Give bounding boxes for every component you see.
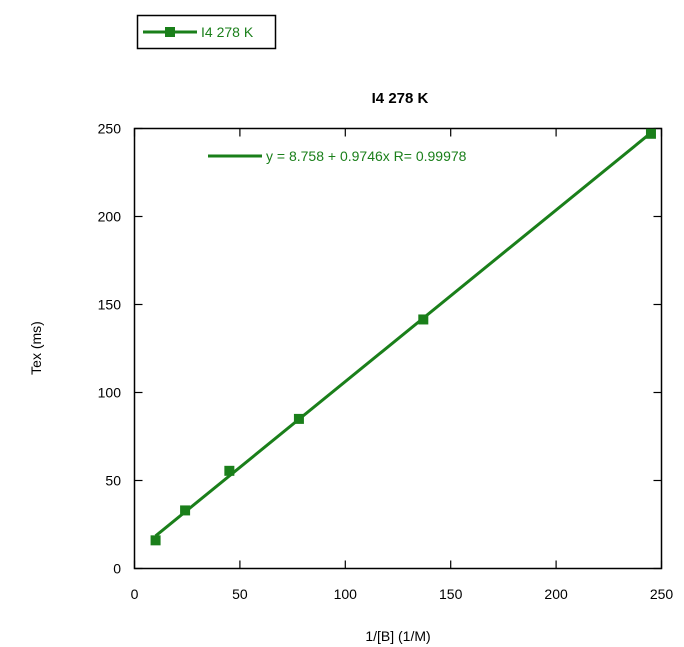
- data-point: [180, 505, 191, 516]
- y-tick-label: 150: [98, 297, 122, 313]
- chart-title: I4 278 K: [372, 90, 429, 107]
- y-tick-label: 0: [113, 561, 121, 577]
- x-tick-label: 100: [334, 586, 358, 602]
- y-tick-label: 200: [98, 209, 122, 225]
- fit-line: [154, 131, 652, 538]
- data-points: [150, 128, 656, 546]
- x-axis-title: 1/[B] (1/M): [365, 628, 430, 644]
- y-axis-ticks: 0 50 100 150 200 250: [98, 121, 662, 577]
- x-axis-ticks: 0 50 100 150 200 250: [131, 128, 674, 602]
- x-tick-label: 150: [439, 586, 463, 602]
- y-tick-label: 250: [98, 121, 122, 137]
- y-axis-title: Tex (ms): [28, 321, 44, 375]
- x-tick-label: 50: [232, 586, 248, 602]
- data-point: [293, 413, 304, 424]
- plot-frame: [133, 127, 663, 570]
- x-tick-label: 250: [650, 586, 674, 602]
- data-point: [645, 128, 656, 139]
- data-point: [224, 465, 235, 476]
- y-tick-label: 50: [105, 473, 121, 489]
- y-tick-label: 100: [98, 385, 122, 401]
- x-tick-label: 0: [131, 586, 139, 602]
- data-point: [150, 535, 161, 546]
- data-point: [418, 314, 429, 325]
- x-tick-label: 200: [544, 586, 568, 602]
- legend: I4 278 K: [136, 14, 277, 50]
- legend-label: I4 278 K: [201, 24, 254, 40]
- legend-marker: [165, 27, 175, 37]
- fit-equation-label: y = 8.758 + 0.9746x R= 0.99978: [266, 148, 467, 164]
